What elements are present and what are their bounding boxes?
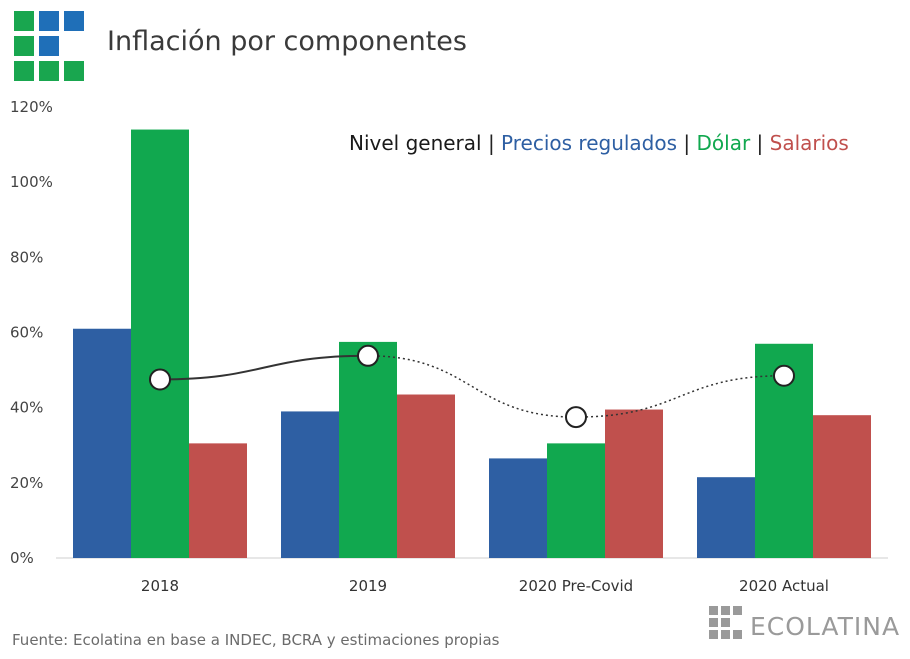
bar-d-lar (339, 341, 397, 558)
bar-salarios (813, 415, 871, 558)
bar-salarios (189, 443, 247, 558)
nivel-general-point (773, 364, 795, 387)
legend-item-dolar: Dólar (696, 131, 751, 155)
nivel-general-point (357, 344, 379, 367)
chart-title: Inflación por componentes (107, 26, 467, 57)
y-tick-label: 20% (10, 474, 43, 492)
x-tick-label: 2019 (349, 577, 387, 595)
bar-chart: 0% 20% 40% 60% 80% 100% 120% 2018 2019 2020 Pre-C… (10, 98, 888, 595)
legend-item-salarios: Salarios (769, 131, 849, 155)
y-tick-label: 120% (10, 98, 53, 116)
bar-precios-regulados (697, 477, 755, 558)
x-tick-label: 2018 (141, 577, 179, 595)
x-tick-label: 2020 Pre-Covid (519, 577, 633, 595)
source-footnote: Fuente: Ecolatina en base a INDEC, BCRA … (12, 631, 500, 649)
bar-salarios (605, 409, 663, 558)
x-tick-label: 2020 Actual (739, 577, 829, 595)
legend-item-precios-regulados: Precios regulados (501, 131, 678, 155)
ecolatina-brand-icon (709, 606, 742, 639)
bar-salarios (397, 394, 455, 558)
legend-separator: | (481, 131, 502, 155)
ecolatina-logo-icon (14, 11, 84, 81)
brand-name: ECOLATINA (750, 612, 901, 641)
y-tick-label: 60% (10, 324, 43, 342)
nivel-general-line (575, 374, 785, 418)
y-tick-label: 80% (10, 248, 43, 266)
legend-separator: | (677, 131, 697, 155)
nivel-general-line (159, 354, 369, 381)
bar-precios-regulados (73, 328, 131, 558)
nivel-general-point (565, 406, 587, 429)
y-tick-label: 0% (10, 549, 34, 567)
legend-item-nivel-general: Nivel general (349, 131, 482, 155)
y-tick-label: 40% (10, 399, 43, 417)
y-tick-label: 100% (10, 173, 53, 191)
bar-d-lar (547, 443, 605, 558)
chart-legend: Nivel general | Precios regulados | Dóla… (349, 131, 849, 155)
nivel-general-line (367, 355, 577, 418)
legend-separator: | (750, 131, 770, 155)
bar-precios-regulados (489, 458, 547, 558)
bar-d-lar (131, 129, 189, 559)
bar-precios-regulados (281, 411, 339, 558)
nivel-general-point (149, 368, 171, 391)
